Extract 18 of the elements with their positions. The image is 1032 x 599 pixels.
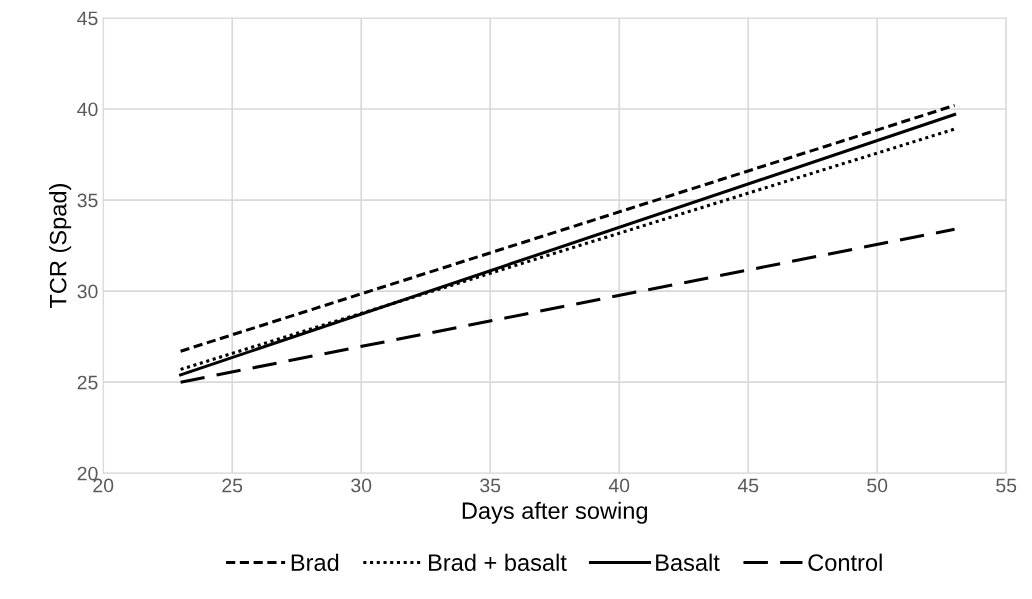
legend-label: Basalt xyxy=(656,553,720,571)
y-tick-label: 40 xyxy=(77,102,98,117)
y-tick-label: 25 xyxy=(77,375,98,390)
x-tick-label: 30 xyxy=(351,478,372,493)
legend-label: Brad + basalt xyxy=(429,553,567,571)
y-axis-title: TCR (Spad) xyxy=(49,184,72,309)
x-tick-label: 45 xyxy=(737,478,759,493)
x-tick-label: 50 xyxy=(867,478,888,493)
y-tick-label: 30 xyxy=(77,284,98,299)
x-axis-title: Days after sowing xyxy=(462,501,648,524)
x-tick-label: 35 xyxy=(480,478,501,493)
y-tick-label: 45 xyxy=(77,11,98,26)
x-tick-label: 55 xyxy=(996,478,1017,493)
legend-label: Brad xyxy=(291,553,339,571)
legend-label: Control xyxy=(808,553,882,571)
x-tick-label: 40 xyxy=(608,478,630,493)
y-tick-label: 35 xyxy=(77,193,98,208)
x-tick-label: 25 xyxy=(222,478,243,493)
